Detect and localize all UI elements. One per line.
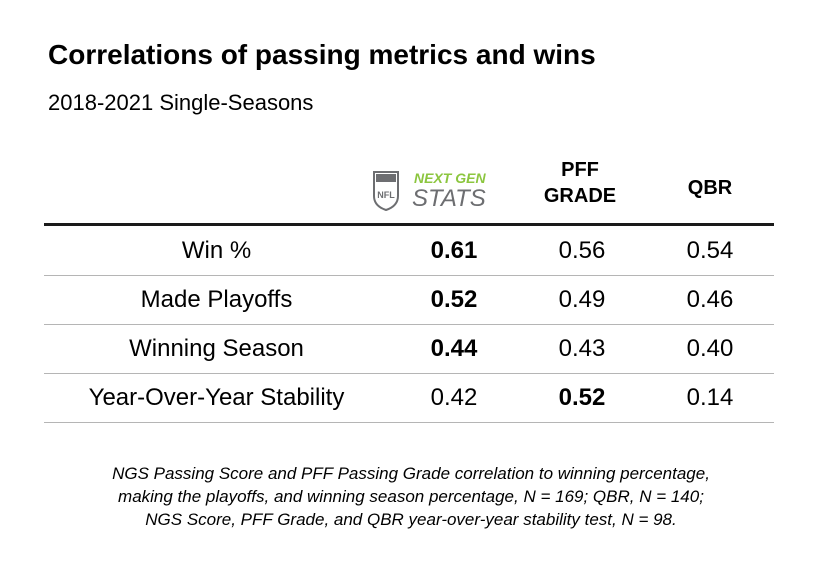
column-header-pff: PFF GRADE (520, 157, 640, 209)
ngs-logo: NFL NEXT GEN STATS (373, 170, 486, 212)
table-row: Winning Season 0.44 0.43 0.40 (44, 324, 774, 374)
table-row: Year-Over-Year Stability 0.42 0.52 0.14 (44, 373, 774, 423)
cell-pff: 0.49 (558, 286, 606, 313)
table-row: Made Playoffs 0.52 0.49 0.46 (44, 275, 774, 325)
chart-title: Correlations of passing metrics and wins (48, 39, 596, 70)
column-header-pff-label: PFF GRADE (543, 159, 617, 207)
row-metric: Win % (181, 237, 252, 264)
cell-pff: 0.43 (558, 335, 606, 362)
chart-subtitle: 2018-2021 Single-Seasons (48, 90, 314, 115)
table-row: Win % 0.61 0.56 0.54 (44, 226, 774, 276)
cell-ngs: 0.42 (430, 384, 478, 411)
nfl-badge-text: NFL (377, 190, 395, 200)
ngs-logo-bottom: STATS (412, 185, 486, 212)
ngs-logo-top: NEXT GEN (414, 170, 486, 186)
row-metric: Made Playoffs (140, 286, 293, 313)
cell-ngs: 0.61 (430, 237, 478, 264)
row-metric: Year-Over-Year Stability (88, 384, 345, 411)
cell-ngs: 0.52 (430, 286, 478, 313)
header-rule (44, 223, 774, 226)
nfl-shield-icon: NFL (373, 171, 399, 212)
row-metric: Winning Season (129, 335, 304, 362)
cell-qbr: 0.54 (686, 237, 734, 264)
footnote-line: NGS Score, PFF Grade, and QBR year-over-… (145, 510, 677, 529)
cell-qbr: 0.14 (686, 384, 734, 411)
cell-qbr: 0.46 (686, 286, 734, 313)
cell-ngs: 0.44 (430, 335, 478, 362)
footnote-line: NGS Passing Score and PFF Passing Grade … (112, 464, 710, 483)
cell-pff: 0.52 (558, 384, 606, 411)
cell-pff: 0.56 (558, 237, 606, 264)
footnote: NGS Passing Score and PFF Passing Grade … (40, 462, 782, 531)
footnote-line: making the playoffs, and winning season … (118, 487, 704, 506)
cell-qbr: 0.40 (686, 335, 734, 362)
column-header-qbr: QBR (687, 177, 733, 199)
